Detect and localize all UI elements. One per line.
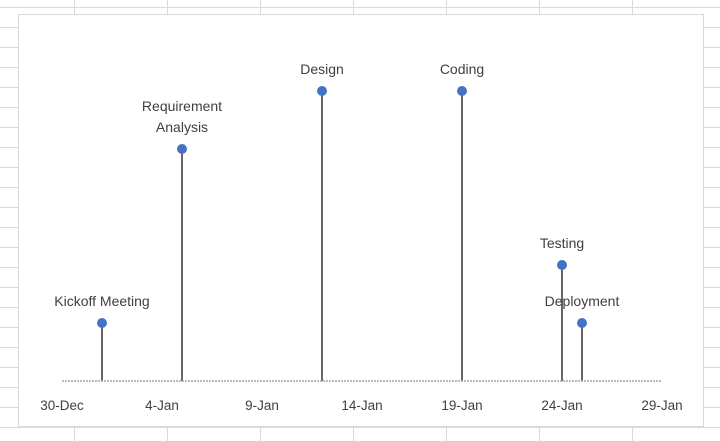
x-tick-label: 4-Jan — [145, 398, 179, 413]
x-axis-ticks: 30-Dec 4-Jan 9-Jan 14-Jan 19-Jan 24-Jan 29-Jan — [40, 398, 682, 413]
data-label-requirement-analysis: Requirement Analysis — [142, 98, 222, 135]
x-tick-label: 30-Dec — [40, 398, 84, 413]
data-point-coding[interactable] — [457, 86, 467, 96]
x-tick-label: 9-Jan — [245, 398, 279, 413]
x-tick-label: 19-Jan — [441, 398, 482, 413]
x-tick-label: 24-Jan — [541, 398, 582, 413]
data-point-kickoff-meeting[interactable] — [97, 318, 107, 328]
data-label-deployment: Deployment — [545, 293, 620, 309]
plot-area: Kickoff Meeting Requirement Analysis Design… — [54, 61, 619, 381]
data-label-kickoff-meeting: Kickoff Meeting — [54, 293, 149, 309]
data-point-deployment[interactable] — [577, 318, 587, 328]
data-label-coding: Coding — [440, 61, 484, 77]
chart-area[interactable] — [18, 14, 704, 427]
x-tick-label: 14-Jan — [341, 398, 382, 413]
data-label-design: Design — [300, 61, 344, 77]
data-point-requirement-analysis[interactable] — [177, 144, 187, 154]
data-point-testing[interactable] — [557, 260, 567, 270]
x-tick-label: 29-Jan — [641, 398, 682, 413]
data-label-testing: Testing — [540, 235, 584, 251]
data-point-design[interactable] — [317, 86, 327, 96]
